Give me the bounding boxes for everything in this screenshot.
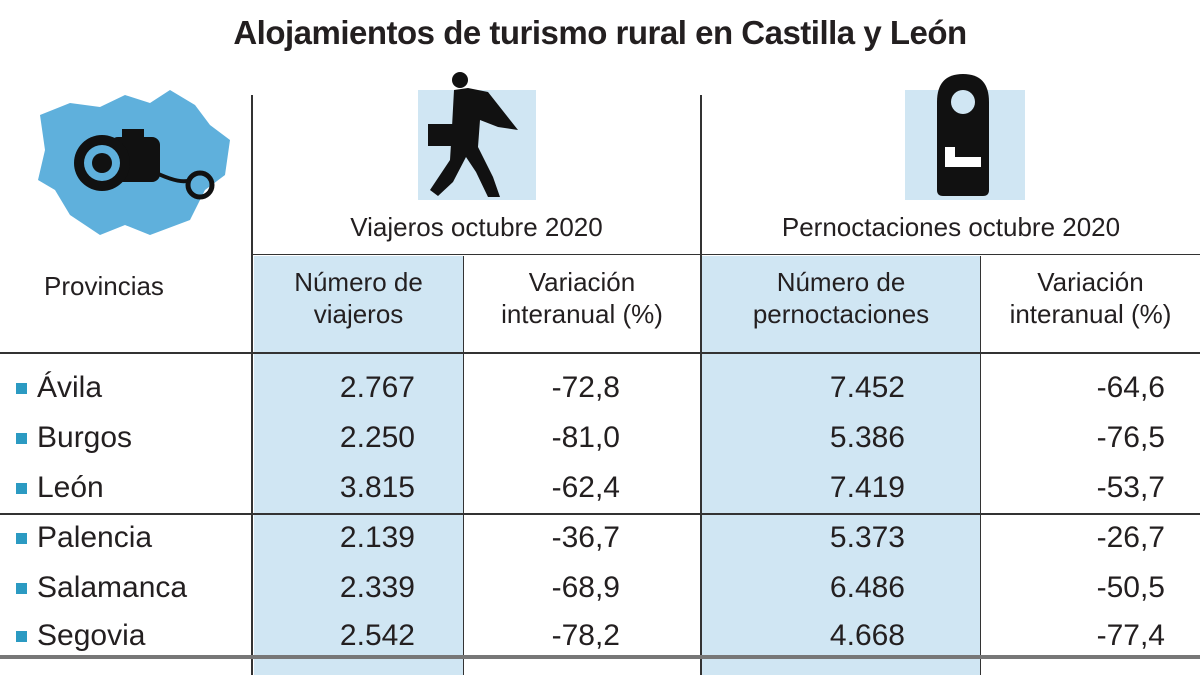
table-cell: 2.250: [339, 421, 415, 454]
page-title: Alojamientos de turismo rural en Castill…: [233, 14, 967, 51]
header-line: interanual (%): [1009, 299, 1172, 329]
table-cell: 2.542: [339, 619, 415, 652]
divider: [253, 254, 1200, 255]
table-cell: -77,4: [1096, 619, 1165, 652]
province-label: Segovia: [16, 611, 145, 661]
table-cell: -64,6: [1096, 371, 1165, 404]
province-name: Burgos: [37, 421, 133, 454]
table-cell: -78,2: [551, 619, 620, 652]
divider: [0, 655, 1200, 659]
table-cell: 3.815: [339, 471, 415, 504]
header-num-pernoctaciones: Número de pernoctaciones: [702, 266, 980, 330]
bullet-square-icon: [16, 382, 27, 394]
header-line: Número de: [294, 267, 423, 297]
header-var-pernoctaciones: Variación interanual (%): [981, 266, 1200, 330]
header-line: Variación: [528, 267, 636, 297]
province-name: Palencia: [37, 521, 153, 554]
bullet-square-icon: [16, 582, 27, 594]
divider: [463, 256, 464, 675]
door-hanger-bed-icon: [905, 74, 1025, 200]
table-cell: -81,0: [551, 421, 620, 454]
header-line: Número de: [776, 267, 906, 297]
table-cell: -62,4: [551, 471, 620, 504]
table-cell: 2.339: [339, 571, 415, 604]
header-line: viajeros: [313, 299, 404, 329]
province-name: Ávila: [37, 371, 103, 404]
table-cell: 4.668: [829, 619, 905, 652]
table-cell: -26,7: [1096, 521, 1165, 554]
header-num-viajeros: Número de viajeros: [254, 266, 463, 330]
header-line: pernoctaciones: [752, 299, 930, 329]
table-cell: 7.452: [829, 371, 905, 404]
table-cell: 7.419: [829, 471, 905, 504]
header-provincias: Provincias: [44, 271, 164, 301]
divider: [251, 95, 253, 675]
table-cell: -50,5: [1096, 571, 1165, 604]
table-cell: -76,5: [1096, 421, 1165, 454]
table-cell: 2.767: [339, 371, 415, 404]
table-cell: -72,8: [551, 371, 620, 404]
group-label-pernoctaciones: Pernoctaciones octubre 2020: [781, 212, 1121, 242]
province-name: Segovia: [37, 619, 146, 652]
divider: [700, 95, 702, 675]
province-label: Palencia: [16, 513, 152, 563]
table-cell: -36,7: [551, 521, 620, 554]
bullet-square-icon: [16, 630, 27, 642]
table-cell: -68,9: [551, 571, 620, 604]
header-var-viajeros: Variación interanual (%): [464, 266, 700, 330]
castilla-leon-map-camera-icon: [38, 90, 230, 235]
header-line: Variación: [1037, 267, 1144, 297]
province-label: Ávila: [16, 363, 102, 413]
table-cell: 5.386: [829, 421, 905, 454]
table-cell: 5.373: [829, 521, 905, 554]
province-label: León: [16, 463, 104, 513]
province-name: León: [37, 471, 104, 504]
province-label: Burgos: [16, 413, 132, 463]
table-cell: 2.139: [339, 521, 415, 554]
divider: [0, 352, 1200, 354]
table-cell: 6.486: [829, 571, 905, 604]
province-name: Salamanca: [37, 571, 188, 604]
province-label: Salamanca: [16, 563, 187, 613]
table-cell: -53,7: [1096, 471, 1165, 504]
group-label-viajeros: Viajeros octubre 2020: [350, 212, 603, 242]
bullet-square-icon: [16, 432, 27, 444]
divider: [0, 513, 1200, 515]
pernoctaciones-column-bg: [702, 256, 980, 675]
bullet-square-icon: [16, 532, 27, 544]
header-line: interanual (%): [501, 299, 663, 329]
viajeros-column-bg: [254, 256, 463, 675]
bullet-square-icon: [16, 482, 27, 494]
traveler-icon: [418, 72, 536, 200]
divider: [980, 256, 981, 675]
